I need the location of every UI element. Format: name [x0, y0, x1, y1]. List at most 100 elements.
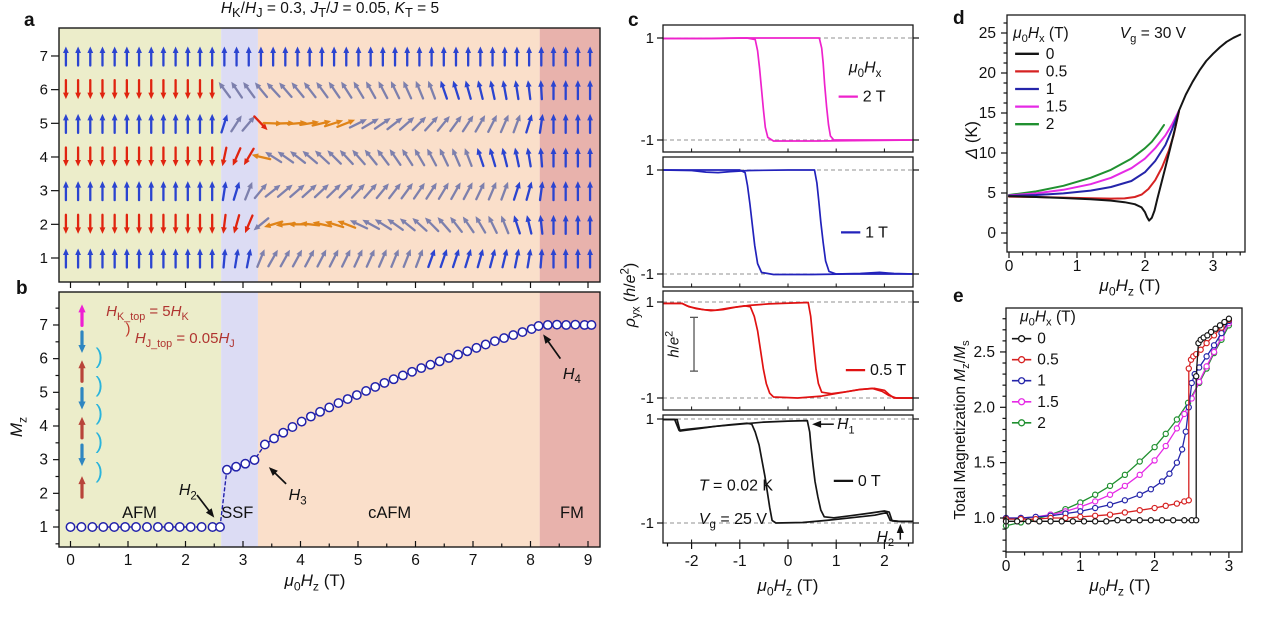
arrowhead	[160, 113, 167, 121]
data-point	[1114, 517, 1121, 524]
x-tick-label: 8	[526, 552, 535, 569]
arrowhead	[574, 147, 581, 154]
arrowhead	[275, 221, 283, 228]
arrowhead	[99, 113, 106, 121]
data-point	[434, 356, 445, 367]
loop-branch-0	[663, 301, 913, 399]
region-SSF	[221, 28, 258, 282]
arrowhead	[300, 221, 308, 227]
data-point	[388, 374, 399, 385]
arrowhead	[812, 420, 822, 428]
arrowhead	[440, 46, 447, 53]
y-tick-label: 2.5	[973, 344, 995, 361]
data-point	[1181, 410, 1188, 418]
data-point	[1193, 517, 1200, 524]
region-cAFM	[257, 28, 540, 282]
legend-label: 2 T	[863, 89, 886, 106]
arrowhead	[562, 248, 569, 255]
arrowhead	[427, 80, 434, 88]
arrowhead	[328, 81, 335, 89]
arrowhead	[357, 249, 363, 257]
data-point	[1151, 504, 1158, 512]
loop-branch-0	[663, 169, 913, 275]
arrowhead	[266, 82, 274, 90]
y-axis-label: ρyx (h/e2)	[620, 263, 643, 328]
arrowhead	[320, 249, 327, 257]
arrowhead	[341, 81, 348, 89]
subpanel-0T: 1 -1 0 T T = 0.02 K Vg = 25 V H1 H2	[641, 411, 919, 549]
arrowhead	[221, 248, 228, 256]
data-point	[1151, 443, 1158, 451]
panel-c-hall-hysteresis-chart: 1 -1 2 T μ0Hx 1 -1 1 T 1 -1 0.5 T h/e2 1 -1 0 T T = 0.…	[620, 24, 919, 599]
data-point	[1147, 517, 1155, 524]
region-label-FM: FM	[560, 504, 584, 522]
arrowhead	[538, 113, 545, 121]
arrowhead	[197, 159, 203, 167]
arrowhead	[322, 184, 329, 191]
arrowhead	[148, 46, 155, 53]
arrowhead	[550, 181, 557, 188]
legend-marker	[1017, 398, 1026, 406]
arrowhead	[316, 81, 323, 89]
arrowhead	[424, 217, 432, 225]
arrowhead	[347, 119, 356, 125]
arrowhead	[184, 92, 191, 100]
data-point	[1069, 518, 1077, 525]
arrowhead	[418, 182, 425, 190]
arrowhead	[99, 181, 106, 188]
arrowhead	[235, 115, 242, 123]
arrowhead	[513, 147, 520, 155]
arrowhead	[526, 248, 533, 256]
data-point	[1185, 497, 1192, 504]
arrowhead	[234, 248, 240, 256]
arrowhead	[452, 148, 458, 156]
coupling-brace: )	[96, 344, 103, 369]
data-point	[1136, 471, 1143, 479]
panel-e-total-magnetization-chart: 0 1 2 3 1.0 1.5 2.0 2.5 μ0Hz (T) Total Magnetizat…	[952, 307, 1243, 599]
arrowhead	[99, 227, 106, 234]
arrowhead	[288, 221, 295, 228]
arrowhead	[111, 248, 118, 255]
arrowhead	[538, 80, 545, 87]
arrowhead	[359, 119, 367, 125]
data-point	[174, 522, 185, 532]
data-point	[1147, 486, 1155, 493]
arrowhead	[466, 182, 473, 190]
arrowhead	[75, 113, 81, 121]
arrowhead	[272, 249, 278, 257]
arrowhead	[209, 46, 216, 53]
arrowhead	[197, 46, 203, 53]
arrowhead	[405, 249, 412, 257]
arrowhead	[352, 149, 359, 157]
panel-label-b: b	[16, 278, 28, 299]
y-tick-label: -1	[641, 132, 654, 149]
arrowhead	[233, 46, 240, 53]
legend-label: 1 T	[865, 224, 888, 241]
annotation-arrow-line	[272, 470, 287, 485]
arrowhead	[358, 183, 365, 191]
arrowhead	[78, 458, 86, 467]
y-tick-label: 1	[39, 519, 48, 536]
data-point	[1106, 511, 1114, 518]
data-point	[1162, 502, 1169, 510]
arrowhead	[395, 117, 403, 124]
arrowhead	[232, 158, 239, 166]
data-point	[1210, 342, 1218, 349]
arrowhead	[248, 116, 255, 123]
arrowhead	[488, 147, 495, 155]
data-point	[1188, 379, 1195, 387]
data-point	[443, 353, 454, 363]
legend-label: 0	[1046, 46, 1055, 63]
y-tick-label: 5	[39, 384, 48, 401]
data-point	[305, 411, 316, 422]
arrowhead	[87, 181, 94, 188]
arrowhead	[478, 248, 484, 256]
arrowhead	[412, 217, 420, 225]
data-point	[480, 339, 491, 350]
data-point	[1225, 315, 1233, 322]
arrowhead	[453, 46, 459, 53]
region-label-SSF: SSF	[221, 504, 253, 522]
arrowhead	[279, 82, 286, 90]
data-point	[231, 461, 242, 472]
panel-d-frame	[1006, 14, 1246, 253]
